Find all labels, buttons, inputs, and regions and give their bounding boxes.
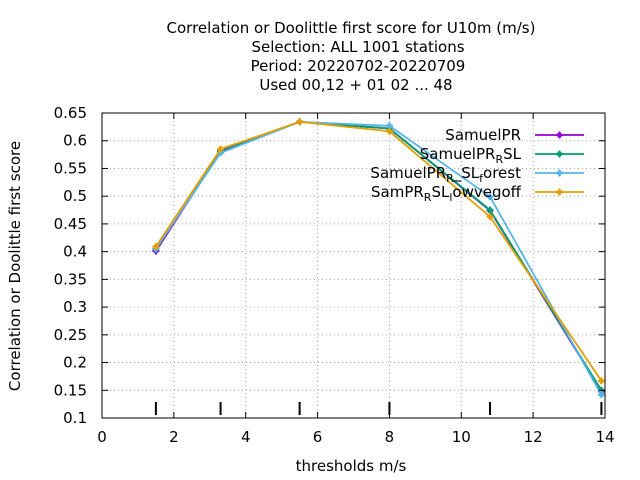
legend-text: SamuelPR (420, 145, 496, 163)
data-point (597, 391, 605, 399)
threshold-markers (154, 402, 603, 415)
x-tick-label: 0 (97, 428, 107, 446)
x-axis-label: thresholds m/s (296, 457, 407, 475)
point-dot (217, 146, 224, 152)
legend-subscript: R (446, 172, 454, 185)
title-line-2: Selection: ALL 1001 stations (251, 38, 464, 56)
legend-text: SL (503, 145, 522, 163)
data-point (486, 193, 494, 201)
y-tick-label: 0.2 (63, 354, 87, 372)
point-dot (297, 119, 303, 125)
legend-label: SamuelPRRSL (420, 145, 522, 166)
data-point (152, 243, 160, 251)
series-1 (152, 118, 605, 395)
data-point (486, 213, 494, 221)
chart-title: Correlation or Doolittle first score for… (167, 19, 536, 94)
point-dot (487, 207, 493, 213)
x-tick-label: 6 (313, 428, 323, 446)
y-axis-label: Correlation or Doolittle first score (6, 141, 24, 391)
legend-label: SamPRRSLlowvegoff (371, 183, 522, 204)
x-tick-label: 14 (595, 428, 614, 446)
legend-swatch-point (556, 150, 563, 158)
legend-entry: SamPRRSLlowvegoff (371, 183, 584, 204)
axis-ticks: 0 2 4 6 8 10 12 14 0.1 0.15 0.2 0.25 0.3 0.35 0.4 0.45 0… (54, 104, 615, 446)
legend: SamuelPRSamuelPRRSLSamuelPRR_SLforestSam… (370, 126, 584, 204)
title-line-3: Period: 20220702-20220709 (251, 57, 466, 75)
series-line (155, 121, 603, 382)
x-tick-label: 4 (241, 428, 251, 446)
y-tick-label: 0.65 (54, 104, 87, 122)
y-tick-label: 0.25 (54, 326, 87, 344)
grid (102, 113, 605, 418)
title-line-4: Used 00,12 + 01 02 ... 48 (259, 76, 452, 94)
legend-label: SamuelPR (445, 126, 521, 144)
x-tick-label: 2 (169, 428, 179, 446)
y-tick-label: 0.4 (63, 243, 87, 261)
legend-text: SamuelPR (445, 126, 521, 144)
data-point (385, 127, 393, 135)
legend-text: _SL (453, 164, 480, 183)
x-tick-label: 10 (452, 428, 471, 446)
series-line (155, 121, 603, 392)
y-tick-label: 0.55 (54, 159, 87, 177)
point-dot (598, 378, 605, 384)
y-tick-label: 0.35 (54, 270, 87, 288)
legend-label: SamuelPRR_SLforest (370, 164, 521, 185)
series-line (155, 121, 603, 396)
data-point (597, 377, 605, 385)
legend-entry: SamuelPRRSL (420, 145, 584, 166)
legend-entry: SamuelPRR_SLforest (370, 164, 584, 185)
legend-text: owvegoff (452, 183, 521, 201)
legend-text: SamuelPR (370, 164, 446, 182)
legend-subscript: f (479, 172, 484, 185)
title-line-1: Correlation or Doolittle first score for… (167, 19, 536, 37)
series-layer (152, 118, 605, 399)
y-tick-label: 0.3 (63, 298, 87, 316)
x-tick-label: 12 (524, 428, 543, 446)
data-point (296, 118, 304, 126)
plot-frame (101, 112, 606, 419)
point-dot (386, 123, 393, 129)
legend-swatch-point (556, 188, 563, 196)
legend-text: SL (431, 183, 450, 201)
point-dot (487, 194, 493, 200)
y-tick-label: 0.1 (63, 409, 87, 427)
point-dot (556, 151, 563, 157)
series-3 (152, 118, 605, 399)
data-point (217, 145, 225, 153)
legend-text: orest (483, 164, 521, 182)
y-tick-label: 0.45 (54, 215, 87, 233)
data-point (486, 206, 494, 214)
point-dot (487, 214, 493, 220)
legend-text: SamPR (371, 183, 424, 201)
y-tick-label: 0.6 (63, 132, 87, 150)
series-line (155, 121, 603, 391)
legend-swatch-point (556, 131, 563, 139)
point-dot (598, 392, 605, 398)
x-tick-label: 8 (385, 428, 395, 446)
point-dot (556, 189, 563, 195)
legend-swatch-point (556, 169, 563, 177)
point-dot (556, 132, 563, 138)
point-dot (556, 170, 563, 176)
series-2 (152, 118, 605, 394)
legend-subscript: R (424, 191, 432, 204)
y-tick-label: 0.15 (54, 381, 87, 399)
y-tick-label: 0.5 (63, 187, 87, 205)
legend-subscript: R (495, 153, 503, 166)
series-4 (152, 118, 605, 385)
point-dot (153, 244, 159, 250)
point-dot (386, 128, 393, 134)
legend-entry: SamuelPR (445, 126, 584, 144)
legend-subscript: l (449, 191, 452, 204)
